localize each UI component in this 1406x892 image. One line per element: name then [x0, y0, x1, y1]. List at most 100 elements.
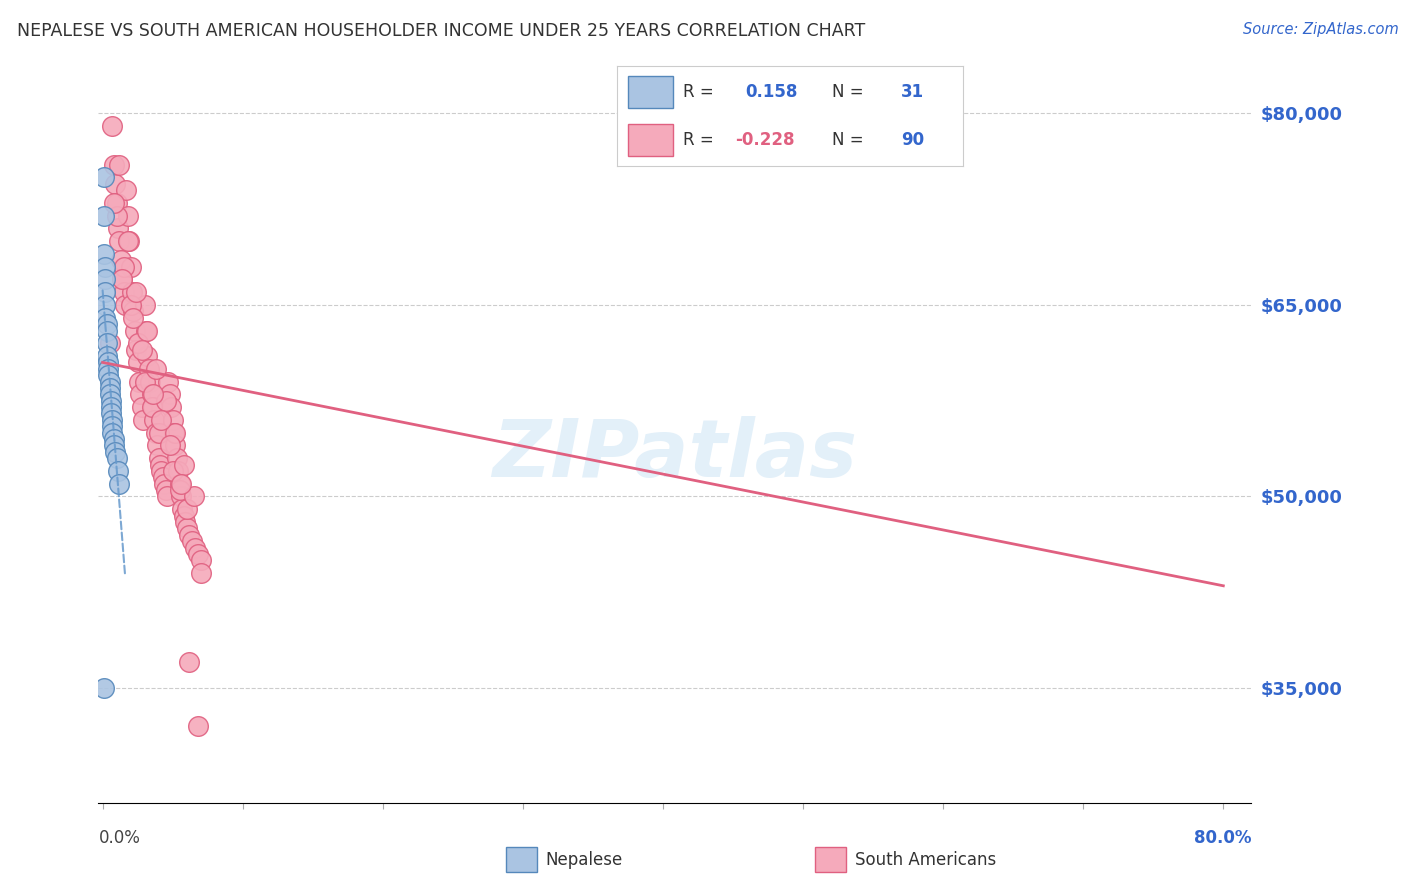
Point — [125, 285, 148, 300]
Point — [156, 490, 179, 504]
Point — [167, 464, 190, 478]
Point — [98, 375, 121, 389]
Point — [98, 336, 121, 351]
Point — [190, 553, 212, 567]
Text: Source: ZipAtlas.com: Source: ZipAtlas.com — [1243, 22, 1399, 37]
Point — [179, 527, 201, 541]
Point — [111, 272, 134, 286]
Point — [108, 157, 131, 171]
Point — [101, 425, 124, 440]
Point — [105, 451, 128, 466]
Point — [153, 476, 176, 491]
Point — [100, 393, 122, 408]
Point — [120, 260, 142, 274]
Point — [143, 413, 166, 427]
Point — [148, 451, 170, 466]
Point — [173, 458, 195, 472]
Point — [138, 361, 160, 376]
Point — [94, 272, 117, 286]
Point — [115, 183, 138, 197]
Point — [114, 298, 136, 312]
Point — [160, 400, 183, 414]
Point — [187, 547, 209, 561]
Point — [93, 681, 115, 695]
Point — [148, 425, 170, 440]
Point — [112, 285, 135, 300]
Point — [187, 719, 209, 733]
Point — [117, 234, 139, 248]
Point — [96, 317, 118, 331]
Point — [93, 209, 115, 223]
Text: NEPALESE VS SOUTH AMERICAN HOUSEHOLDER INCOME UNDER 25 YEARS CORRELATION CHART: NEPALESE VS SOUTH AMERICAN HOUSEHOLDER I… — [17, 22, 865, 40]
Point — [101, 419, 124, 434]
Point — [101, 413, 124, 427]
Point — [169, 476, 191, 491]
Point — [103, 195, 125, 210]
Point — [176, 521, 198, 535]
Point — [166, 451, 188, 466]
Point — [98, 387, 121, 401]
Point — [103, 438, 125, 452]
Point — [136, 324, 159, 338]
Point — [169, 483, 191, 497]
Point — [127, 336, 149, 351]
Point — [155, 483, 177, 497]
Point — [142, 400, 165, 414]
Point — [134, 375, 156, 389]
Point — [152, 470, 174, 484]
Point — [103, 157, 125, 171]
Point — [105, 209, 128, 223]
Point — [100, 400, 122, 414]
Point — [108, 234, 131, 248]
Point — [96, 336, 118, 351]
Point — [170, 476, 193, 491]
Point — [165, 425, 187, 440]
Point — [108, 476, 131, 491]
Point — [190, 566, 212, 580]
Point — [122, 310, 145, 325]
Point — [93, 247, 115, 261]
Point — [183, 490, 205, 504]
Point — [97, 368, 120, 383]
Point — [141, 400, 163, 414]
Point — [136, 349, 159, 363]
Point — [97, 361, 120, 376]
Point — [149, 458, 172, 472]
Point — [124, 324, 146, 338]
Point — [105, 195, 128, 210]
Point — [107, 221, 129, 235]
Point — [157, 375, 180, 389]
Point — [179, 656, 201, 670]
Text: South Americans: South Americans — [855, 851, 995, 869]
Point — [101, 120, 124, 134]
Point — [141, 387, 163, 401]
Point — [104, 177, 127, 191]
Point — [150, 464, 173, 478]
Point — [118, 234, 141, 248]
Point — [125, 343, 148, 357]
Point — [181, 534, 204, 549]
Text: 80.0%: 80.0% — [1194, 829, 1251, 847]
Text: Nepalese: Nepalese — [546, 851, 623, 869]
Point — [172, 502, 194, 516]
Point — [132, 413, 155, 427]
Point — [129, 387, 152, 401]
Point — [159, 387, 181, 401]
Point — [98, 381, 121, 395]
Point — [155, 393, 177, 408]
Text: 0.0%: 0.0% — [98, 829, 141, 847]
Point — [162, 464, 184, 478]
Point — [163, 425, 186, 440]
Point — [145, 361, 167, 376]
Point — [128, 375, 150, 389]
Point — [159, 438, 181, 452]
Point — [173, 508, 195, 523]
Point — [103, 432, 125, 446]
Point — [146, 438, 169, 452]
Point — [176, 502, 198, 516]
Point — [131, 400, 153, 414]
Point — [150, 413, 173, 427]
Point — [96, 324, 118, 338]
Point — [184, 541, 207, 555]
Point — [94, 310, 117, 325]
